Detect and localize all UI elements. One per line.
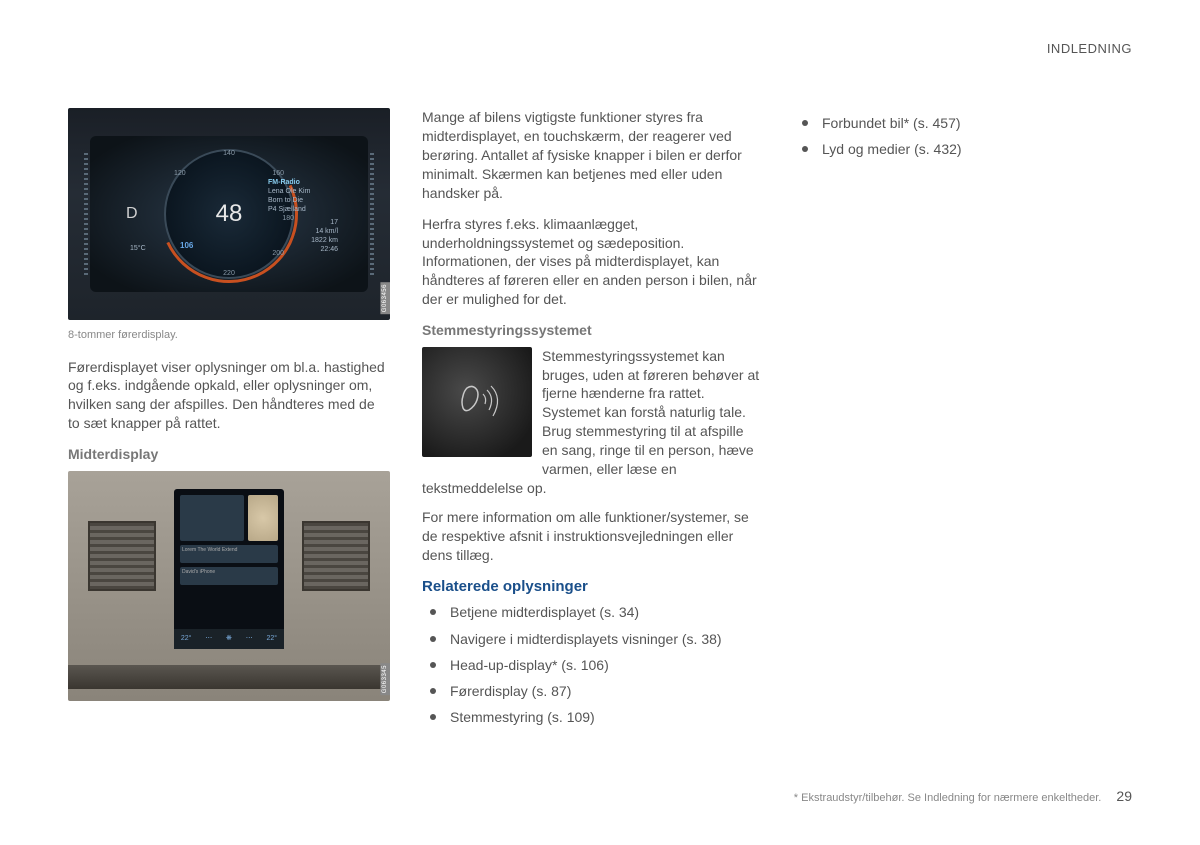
screen-tile xyxy=(180,495,244,541)
content-columns: D 48 140 160 180 200 220 120 106 FM-Radi… xyxy=(68,108,1132,738)
dashboard-scale-right xyxy=(370,153,374,275)
gauge-tick: 200 xyxy=(272,249,284,259)
screen-tile-map xyxy=(248,495,278,541)
list-item: Førerdisplay (s. 87) xyxy=(422,682,762,700)
gauge-tick: 140 xyxy=(223,149,235,159)
body-paragraph: Førerdisplayet viser oplysninger om bl.a… xyxy=(68,358,390,434)
figure-id-tag: G063345 xyxy=(380,663,390,695)
column-right: Forbundet bil* (s. 457) Lyd og medier (s… xyxy=(794,108,1132,738)
section-header: INDLEDNING xyxy=(68,40,1132,58)
voice-control-figure xyxy=(422,347,532,457)
climate-temp-right: 22° xyxy=(266,634,277,644)
subheading-midterdisplay: Midterdisplay xyxy=(68,445,390,465)
radio-info: FM-Radio Lena Ole Kim Born to Die P4 Sjæ… xyxy=(268,178,338,214)
radio-line: P4 Sjælland xyxy=(268,205,338,214)
climate-temp-left: 22° xyxy=(181,634,192,644)
figure-id-tag: G063456 xyxy=(380,282,390,314)
related-list-continued: Forbundet bil* (s. 457) Lyd og medier (s… xyxy=(794,114,1132,158)
air-vent-left xyxy=(88,521,156,591)
body-paragraph: Mange af bilens vigtigste funktioner sty… xyxy=(422,108,762,202)
list-item: Navigere i midterdisplayets visninger (s… xyxy=(422,630,762,648)
seat-icon: ⋯ xyxy=(205,634,212,644)
trip-value: 14 km/l xyxy=(311,227,338,236)
voice-block: Stemmestyringssystemet kan bruges, uden … xyxy=(422,347,762,508)
gauge-tick: 106 xyxy=(180,240,193,251)
screen-row: Lorem The World Extend xyxy=(180,545,278,563)
list-item: Lyd og medier (s. 432) xyxy=(794,140,1132,158)
list-item: Stemmestyring (s. 109) xyxy=(422,708,762,726)
trip-value: 17 xyxy=(311,218,338,227)
body-paragraph: Herfra styres f.eks. klimaanlægget, unde… xyxy=(422,215,762,309)
gear-indicator: D xyxy=(126,203,138,225)
figure-caption: 8-tommer førerdisplay. xyxy=(68,328,390,343)
heading-related: Relaterede oplysninger xyxy=(422,576,762,597)
screen-row: David's iPhone xyxy=(180,567,278,585)
voice-head-icon xyxy=(449,374,505,430)
radio-mode: FM-Radio xyxy=(268,178,338,187)
gauge-tick: 120 xyxy=(174,169,186,179)
list-item: Forbundet bil* (s. 457) xyxy=(794,114,1132,132)
page-number: 29 xyxy=(1116,788,1132,804)
trip-info: 17 14 km/l 1822 km 22:46 xyxy=(311,218,338,254)
radio-line: Born to Die xyxy=(268,196,338,205)
column-left: D 48 140 160 180 200 220 120 106 FM-Radi… xyxy=(68,108,390,738)
air-vent-right xyxy=(302,521,370,591)
radio-line: Lena Ole Kim xyxy=(268,187,338,196)
gauge-tick: 180 xyxy=(282,214,294,224)
outside-temp: 15°C xyxy=(130,244,146,254)
trip-value: 1822 km xyxy=(311,236,338,245)
list-item: Head-up-display* (s. 106) xyxy=(422,656,762,674)
column-middle: Mange af bilens vigtigste funktioner sty… xyxy=(422,108,762,738)
dashboard-scale-left xyxy=(84,153,88,275)
seat-icon: ⋯ xyxy=(246,634,253,644)
center-display-figure: Lorem The World Extend David's iPhone 22… xyxy=(68,471,390,701)
center-touchscreen: Lorem The World Extend David's iPhone 22… xyxy=(174,489,284,649)
page-footer: * Ekstraudstyr/tilbehør. Se Indledning f… xyxy=(794,787,1132,807)
fan-icon: ❋ xyxy=(226,634,232,644)
dash-trim xyxy=(68,665,390,689)
list-item: Betjene midterdisplayet (s. 34) xyxy=(422,603,762,621)
driver-display-figure: D 48 140 160 180 200 220 120 106 FM-Radi… xyxy=(68,108,390,320)
speed-value: 48 xyxy=(216,197,243,231)
trip-value: 22:46 xyxy=(311,245,338,254)
climate-bar: 22° ⋯ ❋ ⋯ 22° xyxy=(174,629,284,649)
related-list: Betjene midterdisplayet (s. 34) Navigere… xyxy=(422,603,762,726)
footnote: * Ekstraudstyr/tilbehør. Se Indledning f… xyxy=(794,792,1102,804)
body-paragraph: For mere information om alle funktioner/… xyxy=(422,508,762,565)
dashboard-screen: D 48 140 160 180 200 220 120 106 FM-Radi… xyxy=(90,136,368,292)
subheading-voice: Stemmestyringssystemet xyxy=(422,321,762,341)
gauge-tick: 220 xyxy=(223,269,235,279)
